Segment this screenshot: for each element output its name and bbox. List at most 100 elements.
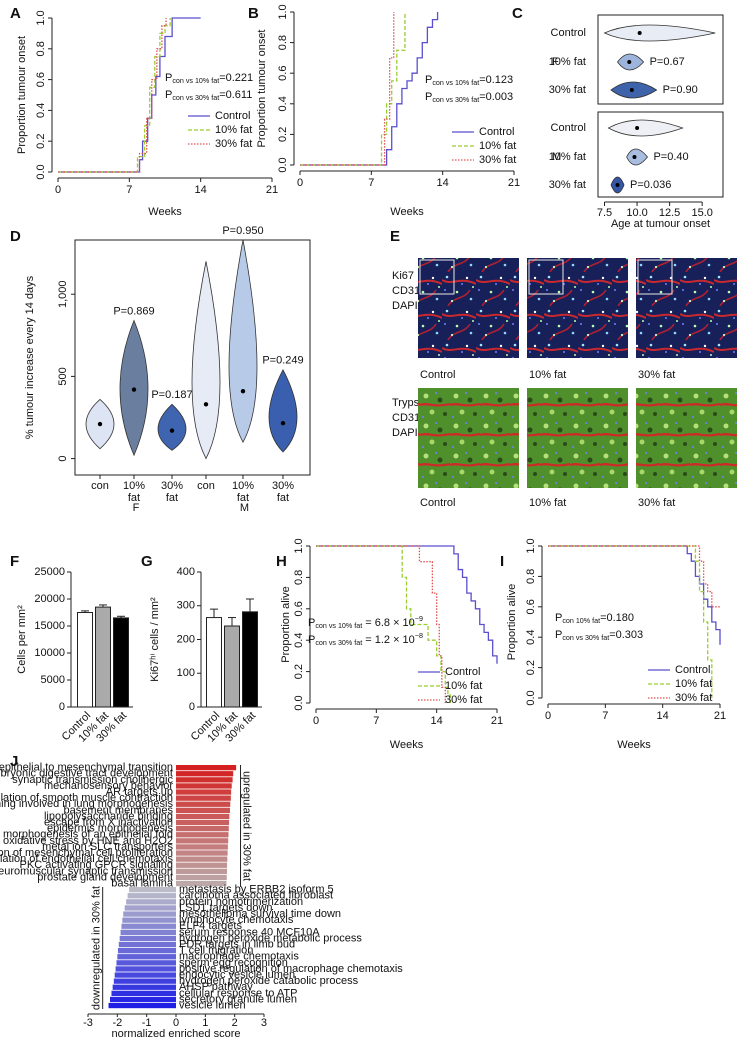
stain-label: DAPI — [392, 427, 418, 439]
panel-letter: I — [500, 553, 504, 570]
bar — [176, 813, 230, 820]
x-tick-label: 0 — [313, 715, 319, 727]
legend-label: 10% fat — [215, 124, 252, 136]
stain-label: CD31 — [392, 285, 420, 297]
p-value-main: P — [308, 634, 315, 646]
bar — [176, 765, 237, 771]
x-tick-label: 3 — [261, 1017, 267, 1029]
category-label: con — [91, 480, 109, 492]
category-label: 10% fat — [549, 56, 586, 68]
bar — [122, 917, 176, 923]
step-line — [548, 545, 721, 645]
bar — [121, 923, 176, 929]
y-tick-label: 0.0 — [35, 164, 47, 179]
group-label: M — [239, 502, 250, 514]
term-label: AR targets up — [106, 786, 173, 798]
term-label: embryonic digestive tract development — [0, 768, 173, 780]
legend-label: 10% fat — [675, 678, 712, 690]
y-tick-label: 0 — [189, 701, 195, 713]
x-tick-label: 14 — [195, 184, 207, 196]
y-axis-label: Proportion tumour onset — [16, 36, 28, 154]
violin — [268, 368, 298, 453]
p-value-sub: con vs 10% fat — [432, 79, 479, 87]
category-label: 10% fat — [549, 151, 586, 163]
bar — [119, 935, 176, 942]
median — [240, 388, 246, 394]
violin — [228, 239, 258, 443]
y-tick-label: 25000 — [34, 566, 65, 578]
p-value: Pcon vs 30% fat=0.611 — [165, 89, 252, 102]
y-tick-label: 0.6 — [277, 66, 289, 81]
term-label: sperm egg recognition — [179, 957, 288, 969]
bar — [176, 874, 227, 881]
x-tick-label: 0 — [545, 710, 551, 722]
term-label: oxidative stress by HNE and H2O2 — [3, 835, 173, 847]
x-tick-label: 14 — [657, 710, 669, 722]
bar — [176, 801, 231, 807]
p-value-main: P — [308, 617, 315, 629]
y-tick-label: 1.0 — [525, 538, 537, 553]
term-label: prostate gland development — [37, 871, 173, 883]
y-axis-label: Ki67ʰⁱ cells / mm² — [149, 597, 161, 682]
p-value: Pcon vs 30% fat = 1.2 × 10−8 — [308, 632, 423, 647]
micrograph-inset — [528, 259, 564, 295]
group-label: F — [552, 56, 559, 68]
bar — [176, 789, 232, 795]
category-label: 30% fat — [271, 480, 295, 504]
step-line — [548, 545, 713, 698]
bar — [176, 807, 230, 813]
p-value-sub: con vs 10% fat — [172, 77, 219, 85]
x-tick-label: 0 — [297, 177, 303, 189]
y-tick-label: 0.4 — [277, 96, 289, 111]
p-value-rest: =0.611 — [219, 89, 252, 101]
category-label: 10% fat — [231, 480, 255, 504]
group-label: upregulated in 30% fat — [241, 771, 253, 881]
panel-letter: B — [248, 5, 259, 22]
panel-frame — [597, 111, 724, 198]
p-value-rest: =0.303 — [609, 629, 643, 641]
y-tick-label: 0.4 — [35, 103, 47, 118]
y-tick-label: 0.8 — [525, 569, 537, 584]
p-value-sub: con vs 30% fat — [172, 94, 219, 102]
p-value: P=0.67 — [650, 56, 685, 68]
term-label: basement membranes — [64, 804, 174, 816]
term-label: positive regulation of mesenchymal cell … — [0, 847, 173, 859]
x-tick-label: 15.0 — [691, 207, 712, 219]
p-value-rest: =0.221 — [219, 72, 253, 84]
step-line — [316, 545, 446, 703]
violin — [603, 24, 716, 42]
y-tick-label: 0.6 — [293, 601, 305, 616]
x-tick-label: 7 — [368, 177, 374, 189]
term-label: epithelial tube branching involved in lu… — [0, 798, 173, 810]
category-label: Control — [551, 122, 586, 134]
panel-letter: H — [276, 553, 287, 570]
y-tick-label: 0.8 — [277, 35, 289, 50]
condition-label: 30% fat — [638, 497, 675, 509]
legend-label: 10% fat — [479, 140, 516, 152]
step-line — [300, 12, 395, 166]
x-axis-label: Weeks — [390, 206, 424, 218]
panel-letter: E — [390, 228, 400, 245]
stain-label: Ki67 — [392, 270, 414, 282]
term-label: lipopolysaccharide binding — [44, 810, 173, 822]
x-axis-label: Age at tumour onset — [611, 218, 710, 230]
term-label: metal ion SLC transporters — [42, 841, 173, 853]
micrograph — [527, 388, 628, 488]
condition-label: 10% fat — [529, 497, 566, 509]
category-label-box: 10% fat — [231, 480, 255, 504]
bar — [95, 606, 111, 708]
term-label: vesicle lumen — [179, 999, 246, 1011]
x-tick-label: -3 — [83, 1017, 93, 1029]
term-label: positive regulation of macrophage chemot… — [179, 963, 403, 975]
p-value-sub: con 10% fat — [562, 617, 600, 625]
bar — [113, 978, 176, 984]
bar — [129, 887, 176, 893]
x-tick-label: 21 — [508, 177, 520, 189]
y-tick-label: 0.6 — [525, 599, 537, 614]
term-label: T cell migration — [179, 945, 253, 957]
bar — [111, 990, 176, 996]
bar — [120, 929, 176, 935]
term-label: LSD1 targets down — [179, 902, 273, 914]
x-axis-label: Weeks — [148, 206, 182, 218]
panel-frame — [74, 239, 311, 476]
